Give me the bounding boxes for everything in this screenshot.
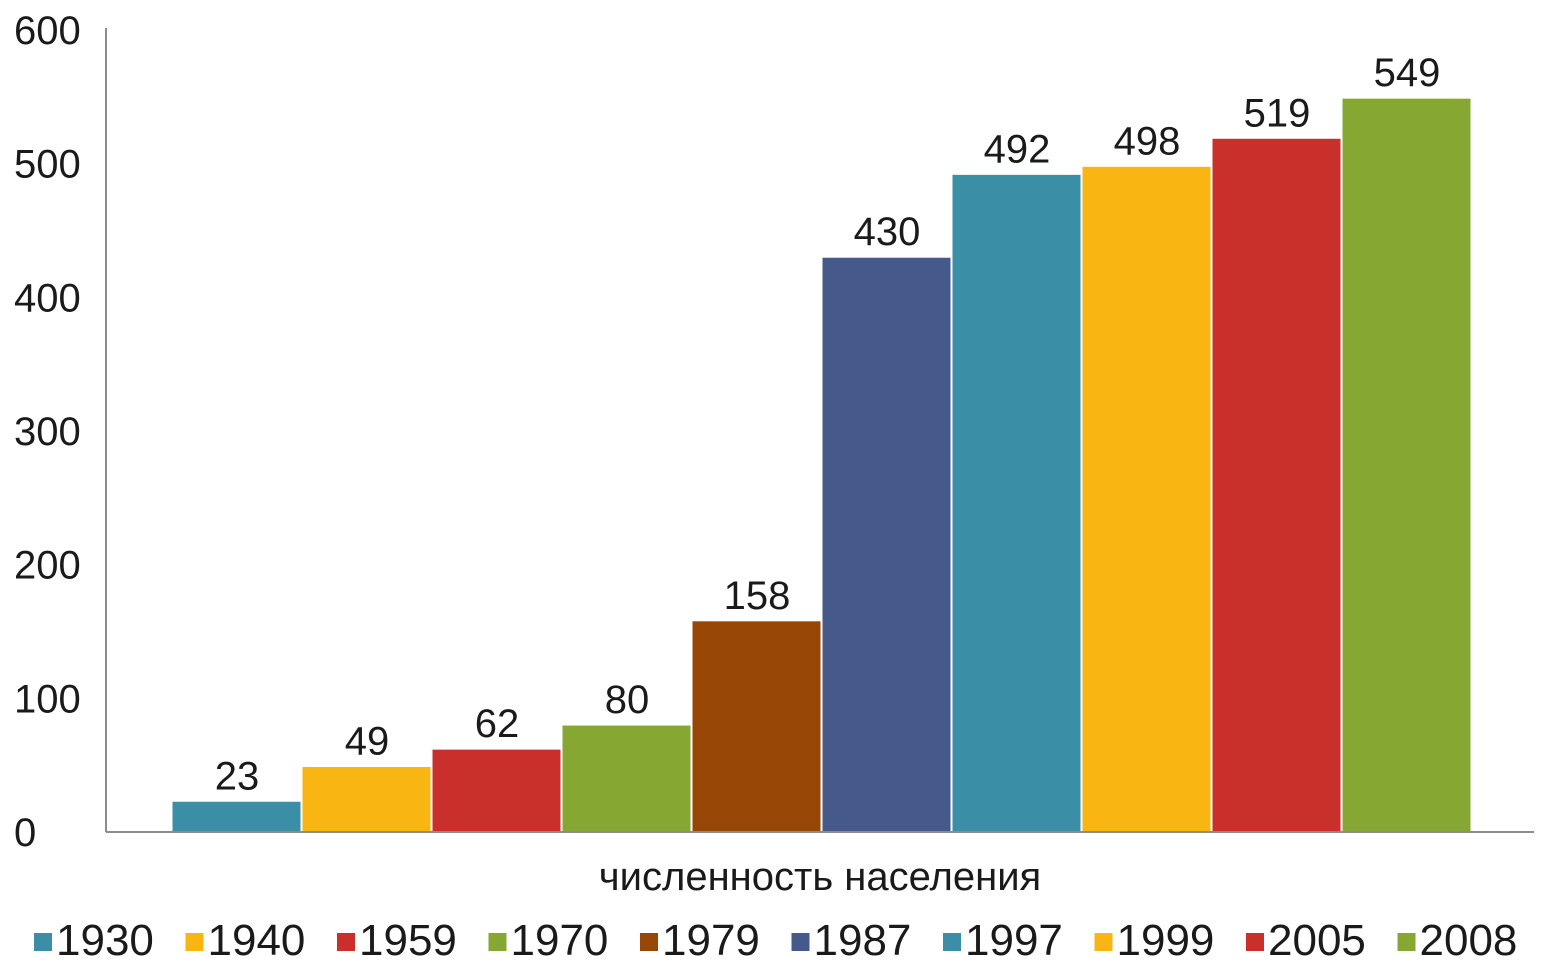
- x-axis-title: численность населения: [599, 855, 1041, 899]
- legend-item-1979: 1979: [640, 916, 760, 965]
- legend-item-1940: 1940: [185, 916, 306, 965]
- legend-swatch-1987: [791, 933, 810, 951]
- legend-label-1997: 1997: [965, 916, 1063, 965]
- y-axis-ticks: 0 100 200 300 400 500 600: [14, 9, 81, 855]
- legend-item-1999: 1999: [1094, 916, 1215, 965]
- legend-swatch-1970: [488, 933, 507, 951]
- legend-item-2008: 2008: [1397, 916, 1518, 965]
- bar-1979: [691, 620, 822, 833]
- legend-label-1940: 1940: [208, 916, 306, 965]
- bar-1970: [561, 724, 692, 833]
- legend-label-1999: 1999: [1117, 916, 1215, 965]
- legend-label-2005: 2005: [1268, 916, 1366, 965]
- y-tick-label-400: 400: [14, 276, 81, 320]
- y-tick-label-600: 600: [14, 9, 81, 53]
- data-label-1959: 62: [475, 702, 520, 746]
- bar-2005: [1211, 137, 1342, 833]
- data-label-1987: 430: [854, 210, 921, 254]
- legend-item-1987: 1987: [791, 916, 912, 965]
- data-label-1940: 49: [345, 720, 390, 764]
- legend-label-1970: 1970: [511, 916, 609, 965]
- legend-swatch-2008: [1397, 933, 1416, 951]
- bars: [171, 97, 1472, 833]
- bar-1930: [171, 800, 302, 833]
- data-labels: 23 49 62 80 158 430 492 498 519 549: [215, 51, 1441, 798]
- bar-1987: [821, 256, 952, 833]
- legend-swatch-2005: [1246, 933, 1264, 951]
- data-label-1999: 498: [1114, 119, 1181, 163]
- legend-swatch-1997: [943, 933, 961, 951]
- data-label-1997: 492: [984, 127, 1051, 171]
- data-label-1930: 23: [215, 754, 260, 798]
- legend-item-1959: 1959: [337, 916, 457, 965]
- legend-label-1930: 1930: [56, 916, 154, 965]
- y-tick-label-500: 500: [14, 143, 81, 187]
- legend-label-1959: 1959: [359, 916, 457, 965]
- bar-2008: [1341, 97, 1472, 833]
- bar-1959: [431, 748, 562, 833]
- data-label-2008: 549: [1374, 51, 1441, 95]
- bar-1999: [1081, 165, 1212, 833]
- data-label-1970: 80: [605, 678, 650, 722]
- y-tick-label-100: 100: [14, 677, 81, 721]
- y-tick-label-300: 300: [14, 410, 81, 454]
- legend-label-1979: 1979: [662, 916, 760, 965]
- data-label-1979: 158: [724, 574, 791, 618]
- y-tick-label-0: 0: [14, 811, 36, 855]
- y-tick-label-200: 200: [14, 544, 81, 588]
- legend: 1930 1940 1959 1970 1979 1987 1997 1999 2005 2008: [34, 916, 1517, 965]
- bar-1940: [301, 766, 432, 833]
- legend-swatch-1999: [1094, 933, 1113, 951]
- legend-item-1930: 1930: [34, 916, 154, 965]
- legend-item-1970: 1970: [488, 916, 609, 965]
- bar-1997: [951, 173, 1082, 833]
- legend-swatch-1979: [640, 933, 658, 951]
- data-label-2005: 519: [1244, 91, 1311, 135]
- legend-swatch-1940: [185, 933, 204, 951]
- legend-label-1987: 1987: [814, 916, 912, 965]
- legend-swatch-1930: [34, 933, 52, 951]
- legend-label-2008: 2008: [1420, 916, 1518, 965]
- legend-item-1997: 1997: [943, 916, 1063, 965]
- legend-swatch-1959: [337, 933, 355, 951]
- legend-item-2005: 2005: [1246, 916, 1366, 965]
